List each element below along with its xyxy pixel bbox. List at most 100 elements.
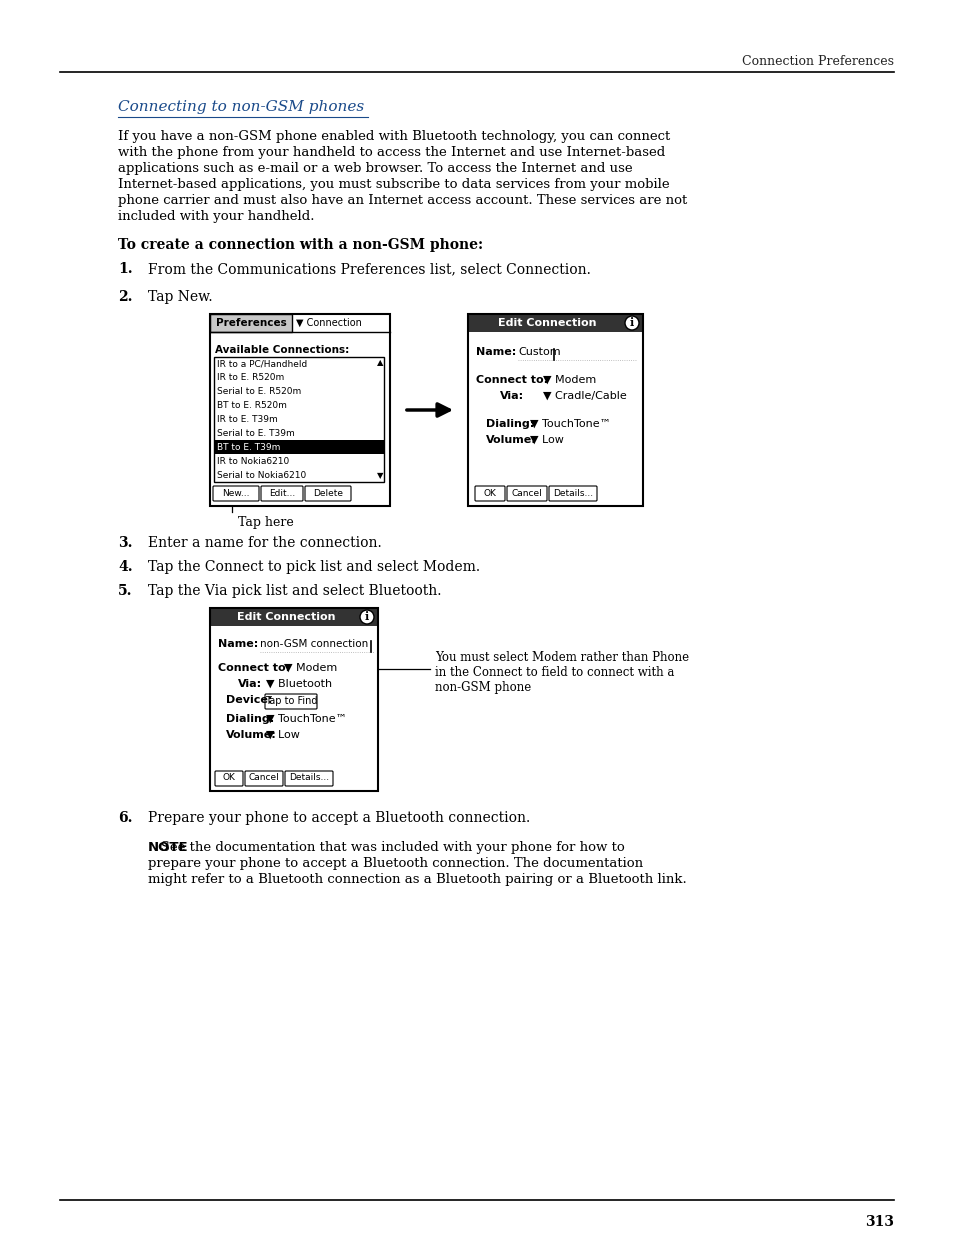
Text: non-GSM connection: non-GSM connection: [260, 638, 368, 650]
Text: included with your handheld.: included with your handheld.: [118, 210, 314, 224]
Bar: [210, 608, 377, 626]
Text: Volume:: Volume:: [226, 730, 276, 740]
Text: OK: OK: [483, 489, 496, 498]
Bar: [468, 314, 642, 332]
Text: Tap here: Tap here: [237, 516, 294, 529]
Text: Via:: Via:: [237, 679, 262, 689]
Text: Preferences: Preferences: [215, 317, 286, 329]
Text: Custom: Custom: [517, 347, 560, 357]
Text: Serial to Nokia6210: Serial to Nokia6210: [216, 471, 306, 479]
Text: ▼ TouchTone™: ▼ TouchTone™: [266, 714, 346, 724]
Text: IR to Nokia6210: IR to Nokia6210: [216, 457, 289, 466]
Text: ▼ TouchTone™: ▼ TouchTone™: [530, 419, 610, 429]
Bar: [213, 357, 384, 482]
Text: Edit...: Edit...: [269, 489, 294, 498]
Text: 5.: 5.: [118, 584, 132, 598]
Text: Name:: Name:: [218, 638, 258, 650]
Bar: [210, 314, 292, 332]
Text: From the Communications Preferences list, select Connection.: From the Communications Preferences list…: [148, 262, 590, 275]
Text: Connecting to non-GSM phones: Connecting to non-GSM phones: [118, 100, 364, 114]
Text: ▼ Connection: ▼ Connection: [295, 317, 361, 329]
Text: Available Connections:: Available Connections:: [214, 345, 349, 354]
Text: Connect to:: Connect to:: [218, 663, 290, 673]
Text: See the documentation that was included with your phone for how to: See the documentation that was included …: [148, 841, 624, 853]
FancyBboxPatch shape: [265, 694, 316, 709]
Text: phone carrier and must also have an Internet access account. These services are : phone carrier and must also have an Inte…: [118, 194, 686, 207]
Text: non-GSM phone: non-GSM phone: [435, 680, 531, 694]
Text: Delete: Delete: [313, 489, 343, 498]
Text: ▼ Modem: ▼ Modem: [284, 663, 337, 673]
Text: Enter a name for the connection.: Enter a name for the connection.: [148, 536, 381, 550]
Text: Name:: Name:: [476, 347, 516, 357]
Bar: [468, 314, 642, 506]
FancyBboxPatch shape: [213, 487, 258, 501]
Bar: [213, 441, 384, 454]
Text: Prepare your phone to accept a Bluetooth connection.: Prepare your phone to accept a Bluetooth…: [148, 811, 530, 825]
Text: You must select Modem rather than Phone: You must select Modem rather than Phone: [435, 651, 688, 664]
Text: 3.: 3.: [118, 536, 132, 550]
Text: Internet-based applications, you must subscribe to data services from your mobil: Internet-based applications, you must su…: [118, 178, 669, 191]
Text: ▼ Modem: ▼ Modem: [542, 375, 596, 385]
Text: Cancel: Cancel: [249, 773, 279, 783]
Text: NOTE: NOTE: [148, 841, 189, 853]
Text: IR to E. T39m: IR to E. T39m: [216, 415, 277, 424]
Circle shape: [624, 316, 639, 330]
Text: ▼ Bluetooth: ▼ Bluetooth: [266, 679, 332, 689]
Text: ▼ Low: ▼ Low: [266, 730, 299, 740]
Text: If you have a non-GSM phone enabled with Bluetooth technology, you can connect: If you have a non-GSM phone enabled with…: [118, 130, 670, 143]
Text: Edit Connection: Edit Connection: [236, 613, 335, 622]
Bar: [210, 608, 377, 790]
Text: IR to E. R520m: IR to E. R520m: [216, 373, 284, 383]
Text: applications such as e-mail or a web browser. To access the Internet and use: applications such as e-mail or a web bro…: [118, 162, 632, 175]
Text: New...: New...: [222, 489, 250, 498]
Text: i: i: [364, 611, 369, 622]
Text: 6.: 6.: [118, 811, 132, 825]
Text: i: i: [629, 317, 634, 329]
FancyBboxPatch shape: [475, 487, 504, 501]
FancyBboxPatch shape: [305, 487, 351, 501]
Text: IR to a PC/Handheld: IR to a PC/Handheld: [216, 359, 307, 368]
Bar: [210, 608, 377, 790]
Text: ▼ Cradle/Cable: ▼ Cradle/Cable: [542, 391, 626, 401]
Bar: [210, 314, 390, 506]
Text: Dialing:: Dialing:: [485, 419, 534, 429]
Text: BT to E. R520m: BT to E. R520m: [216, 401, 287, 410]
FancyBboxPatch shape: [506, 487, 546, 501]
Text: Cancel: Cancel: [511, 489, 542, 498]
Text: Tap New.: Tap New.: [148, 290, 213, 304]
Text: Dialing:: Dialing:: [226, 714, 274, 724]
Text: might refer to a Bluetooth connection as a Bluetooth pairing or a Bluetooth link: might refer to a Bluetooth connection as…: [148, 873, 686, 885]
Text: Edit Connection: Edit Connection: [497, 317, 597, 329]
Text: prepare your phone to accept a Bluetooth connection. The documentation: prepare your phone to accept a Bluetooth…: [148, 857, 642, 869]
Text: Tap to Find: Tap to Find: [265, 697, 317, 706]
Bar: [210, 314, 390, 506]
FancyBboxPatch shape: [285, 771, 333, 785]
Text: Serial to E. R520m: Serial to E. R520m: [216, 388, 301, 396]
Bar: [468, 314, 642, 506]
FancyBboxPatch shape: [214, 771, 243, 785]
Text: 2.: 2.: [118, 290, 132, 304]
Text: 4.: 4.: [118, 559, 132, 574]
Text: Connect to:: Connect to:: [476, 375, 548, 385]
Bar: [210, 314, 292, 332]
Text: BT to E. T39m: BT to E. T39m: [216, 443, 280, 452]
FancyBboxPatch shape: [261, 487, 303, 501]
Text: Volume:: Volume:: [485, 435, 537, 445]
Text: Details...: Details...: [553, 489, 593, 498]
FancyBboxPatch shape: [245, 771, 283, 785]
Circle shape: [359, 610, 374, 624]
Text: 1.: 1.: [118, 262, 132, 275]
Text: Serial to E. T39m: Serial to E. T39m: [216, 429, 294, 438]
Text: Tap the Via pick list and select Bluetooth.: Tap the Via pick list and select Bluetoo…: [148, 584, 441, 598]
Text: with the phone from your handheld to access the Internet and use Internet-based: with the phone from your handheld to acc…: [118, 146, 664, 159]
Text: Connection Preferences: Connection Preferences: [741, 56, 893, 68]
Text: OK: OK: [222, 773, 235, 783]
Text: To create a connection with a non-GSM phone:: To create a connection with a non-GSM ph…: [118, 238, 482, 252]
Text: Tap the Connect to pick list and select Modem.: Tap the Connect to pick list and select …: [148, 559, 479, 574]
Text: Device:: Device:: [226, 695, 273, 705]
FancyBboxPatch shape: [548, 487, 597, 501]
Text: ▼: ▼: [376, 472, 383, 480]
Text: Via:: Via:: [499, 391, 523, 401]
Text: Details...: Details...: [289, 773, 329, 783]
Text: ▲: ▲: [376, 358, 383, 368]
